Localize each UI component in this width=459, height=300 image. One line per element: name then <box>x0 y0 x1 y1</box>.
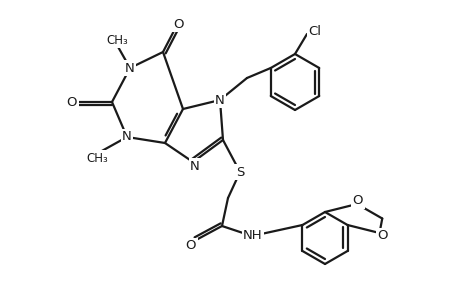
Text: N: N <box>125 61 134 74</box>
Text: NH: NH <box>243 230 262 242</box>
Text: N: N <box>215 94 224 106</box>
Text: O: O <box>185 239 196 253</box>
Text: O: O <box>376 230 387 242</box>
Text: CH₃: CH₃ <box>106 34 128 46</box>
Text: N: N <box>190 160 200 172</box>
Text: O: O <box>352 194 363 208</box>
Text: O: O <box>67 95 77 109</box>
Text: Cl: Cl <box>308 25 321 38</box>
Text: N: N <box>122 130 132 143</box>
Text: CH₃: CH₃ <box>86 152 108 164</box>
Text: O: O <box>174 17 184 31</box>
Text: S: S <box>235 166 244 178</box>
